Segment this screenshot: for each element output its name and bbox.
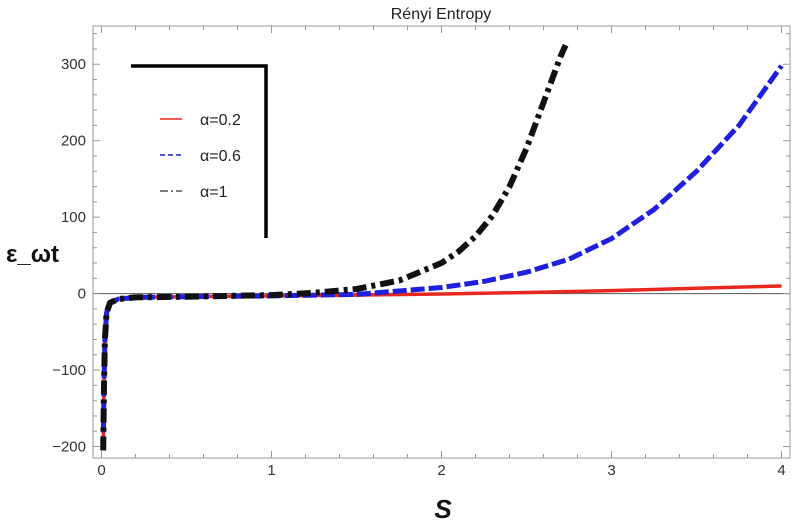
legend-label-2: α=1 [200,184,228,201]
x-tick-label: 0 [97,462,105,479]
series-line-0 [101,284,782,451]
legend-label-1: α=0.6 [200,148,241,165]
legend-frame [131,64,268,238]
y-tick-label: 100 [61,209,86,226]
legend-label-0: α=0.2 [200,112,241,129]
series-line-1 [100,64,784,451]
x-tick-label: 3 [607,462,615,479]
y-tick-label: −200 [52,439,86,456]
x-axis-title: S [434,494,452,523]
x-tick-label: 2 [437,462,445,479]
y-tick-label: 0 [78,286,86,303]
x-tick-label: 1 [267,462,275,479]
chart-title: Rényi Entropy [391,6,492,23]
axes-layer: 0 1 2 3 4 −200 −100 0 100 200 300 [52,26,790,479]
series-layer [100,43,784,451]
y-axis-title: ε_ωt [6,241,59,268]
x-tick-label: 4 [777,462,785,479]
plot-frame [92,25,791,459]
y-tick-label: 300 [61,56,86,73]
y-tick-label: −100 [52,362,86,379]
y-tick-label: 200 [61,133,86,150]
series-line-2 [100,43,569,451]
legend: α=0.2 α=0.6 α=1 [131,64,268,238]
